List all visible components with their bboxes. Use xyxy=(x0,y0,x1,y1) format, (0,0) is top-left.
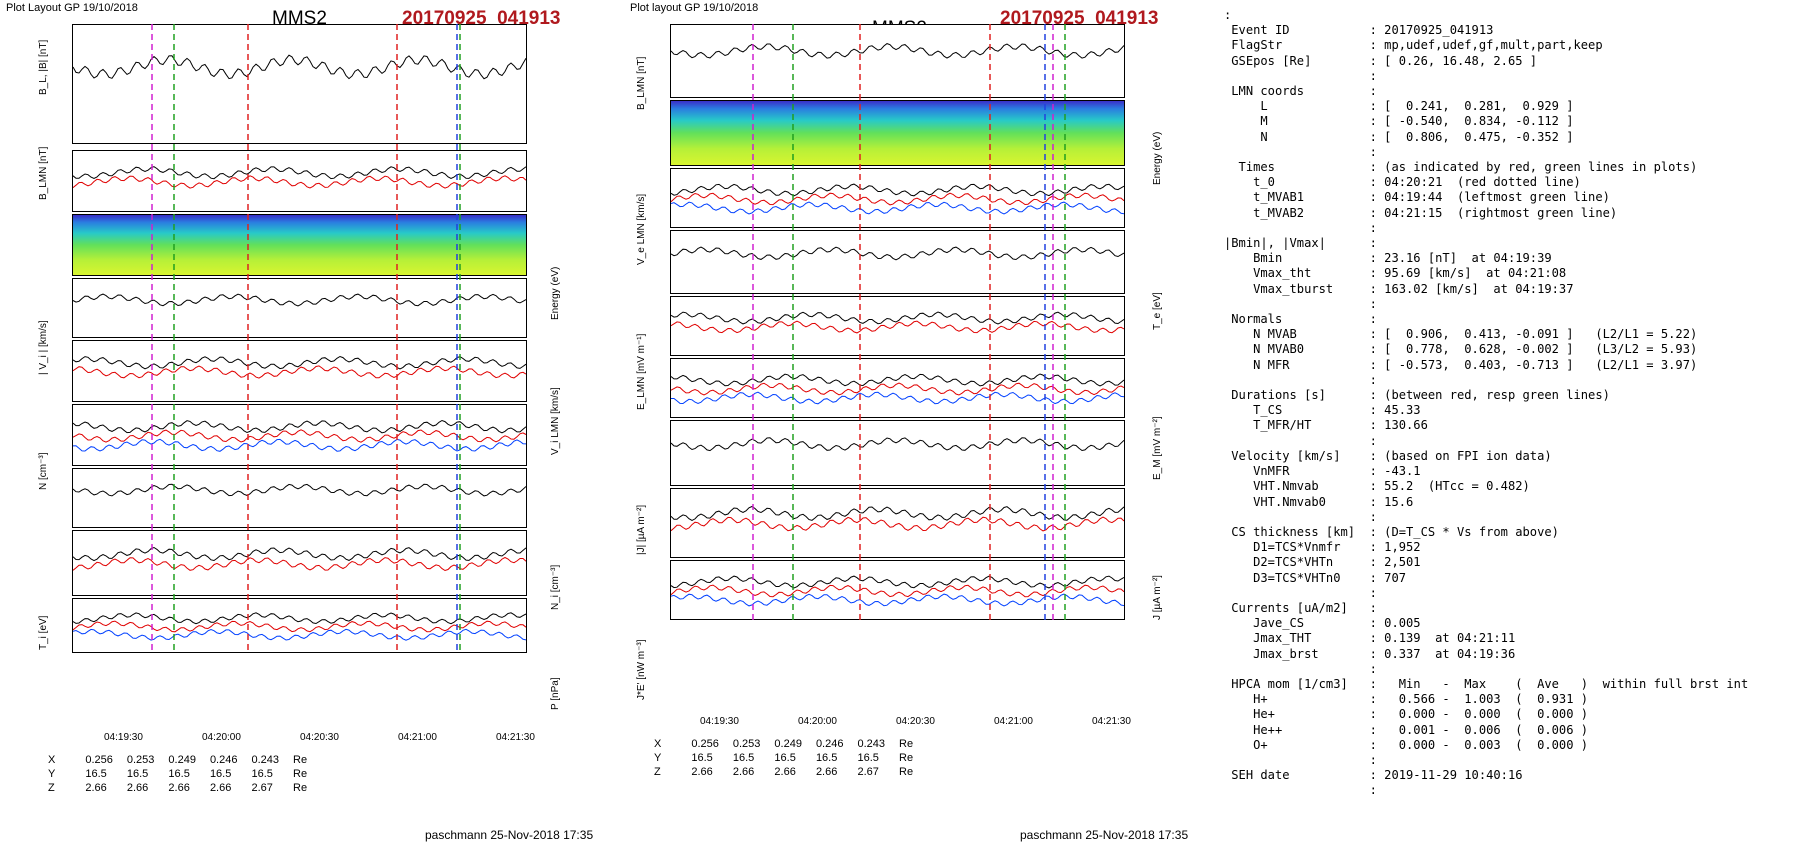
trace-line xyxy=(671,183,1124,197)
trace-line xyxy=(73,556,526,572)
right-time-tick: 04:19:30 xyxy=(700,716,739,727)
trace-line xyxy=(671,437,1124,452)
left-ylabel: | V_i | [km/s] xyxy=(38,320,49,375)
trace-line xyxy=(671,382,1124,396)
event-marker-lines xyxy=(752,24,1066,620)
trace-line xyxy=(671,593,1124,607)
left-ylabel: N_i [cm⁻³] xyxy=(550,564,561,610)
trace-line xyxy=(73,620,526,633)
plot-panel xyxy=(72,340,527,402)
left-ylabel: N [cm⁻³] xyxy=(38,452,49,491)
left-ylabel: B_LMN [nT] xyxy=(38,146,49,200)
plot-panel xyxy=(670,420,1125,486)
trace-line xyxy=(671,505,1124,521)
plot-panel xyxy=(72,214,527,276)
left-ylabel: V_i LMN [km/s] xyxy=(550,387,561,455)
plot-panel xyxy=(72,530,527,596)
left-time-tick: 04:20:00 xyxy=(202,732,241,743)
plot-panel xyxy=(670,296,1125,356)
trace-line xyxy=(671,43,1124,59)
right-time-tick: 04:21:30 xyxy=(1092,716,1131,727)
right-ylabel: |J| [µA m⁻²] xyxy=(636,504,647,555)
trace-line xyxy=(73,166,526,180)
trace-line xyxy=(73,438,526,452)
trace-line xyxy=(73,546,526,562)
right-ylabel: J*E' [nW m⁻³] xyxy=(636,639,647,700)
right-ylabel: J [µA m⁻²] xyxy=(1152,575,1163,620)
right-ylabel: T_e [eV] xyxy=(1152,292,1163,330)
trace-line xyxy=(73,365,526,379)
plot-panel xyxy=(670,24,1125,98)
left-ylabel: P [nPa] xyxy=(550,677,561,710)
trace-line xyxy=(73,628,526,641)
left-ylabel: B_L, |B| [nT] xyxy=(38,39,49,95)
trace-line xyxy=(73,483,526,497)
left-time-tick: 04:20:30 xyxy=(300,732,339,743)
plot-panel xyxy=(670,168,1125,228)
left-position-table: X 0.256 0.253 0.249 0.246 0.243 Re Y 16.5 16.5 16… xyxy=(48,754,308,794)
left-ylabel: Energy (eV) xyxy=(550,266,561,320)
event-summary-text: : Event ID : 20170925_041913 FlagStr : m… xyxy=(1224,8,1749,798)
right-event-id: 20170925_041913 xyxy=(1000,8,1159,29)
right-time-tick: 04:20:30 xyxy=(896,716,935,727)
left-header: Plot Layout GP 19/10/2018 xyxy=(6,2,138,14)
plot-panel xyxy=(72,404,527,466)
event-marker-lines xyxy=(151,24,461,654)
right-ylabel: E_M [mV m⁻²] xyxy=(1152,416,1163,480)
left-time-tick: 04:19:30 xyxy=(104,732,143,743)
right-ylabel: V_e LMN [km/s] xyxy=(636,193,647,265)
left-event-id: 20170925_041913 xyxy=(402,8,561,29)
trace-line xyxy=(671,516,1124,532)
trace-line xyxy=(671,373,1124,387)
plot-panel xyxy=(670,488,1125,558)
trace-line xyxy=(73,429,526,443)
left-title: MMS2 xyxy=(272,8,327,29)
trace-line xyxy=(671,311,1124,325)
right-time-tick: 04:21:00 xyxy=(994,716,1033,727)
plot-panel xyxy=(670,100,1125,166)
plot-panel xyxy=(670,230,1125,294)
right-ylabel: B_LMN [nT] xyxy=(636,56,647,110)
right-footer: paschmann 25-Nov-2018 17:35 xyxy=(1020,828,1189,842)
plot-panel xyxy=(72,468,527,528)
plot-panel xyxy=(72,150,527,212)
trace-line xyxy=(73,54,526,80)
plot-panel xyxy=(72,24,527,144)
trace-line xyxy=(671,575,1124,589)
plot-panel xyxy=(670,358,1125,418)
trace-line xyxy=(73,175,526,189)
right-position-table: X 0.256 0.253 0.249 0.246 0.243 Re Y 16.5 16.5 16… xyxy=(654,738,914,778)
left-ylabel: T_i [eV] xyxy=(38,615,49,650)
plot-panel xyxy=(670,560,1125,620)
trace-line xyxy=(671,192,1124,206)
trace-line xyxy=(73,419,526,434)
right-ylabel: Energy (eV) xyxy=(1152,131,1163,185)
right-ylabel: E_LMN [mV m⁻¹] xyxy=(636,333,647,410)
left-time-tick: 04:21:30 xyxy=(496,732,535,743)
trace-line xyxy=(73,293,526,307)
plot-panel xyxy=(72,598,527,653)
trace-line xyxy=(73,612,526,625)
right-header: Plot layout GP 19/10/2018 xyxy=(630,2,759,14)
right-time-tick: 04:20:00 xyxy=(798,716,837,727)
trace-line xyxy=(671,391,1124,405)
plot-panel xyxy=(72,278,527,338)
left-time-tick: 04:21:00 xyxy=(398,732,437,743)
trace-line xyxy=(671,584,1124,598)
trace-line xyxy=(671,246,1124,261)
left-footer: paschmann 25-Nov-2018 17:35 xyxy=(425,828,594,842)
trace-line xyxy=(671,201,1124,215)
trace-line xyxy=(671,320,1124,334)
trace-line xyxy=(73,355,526,370)
